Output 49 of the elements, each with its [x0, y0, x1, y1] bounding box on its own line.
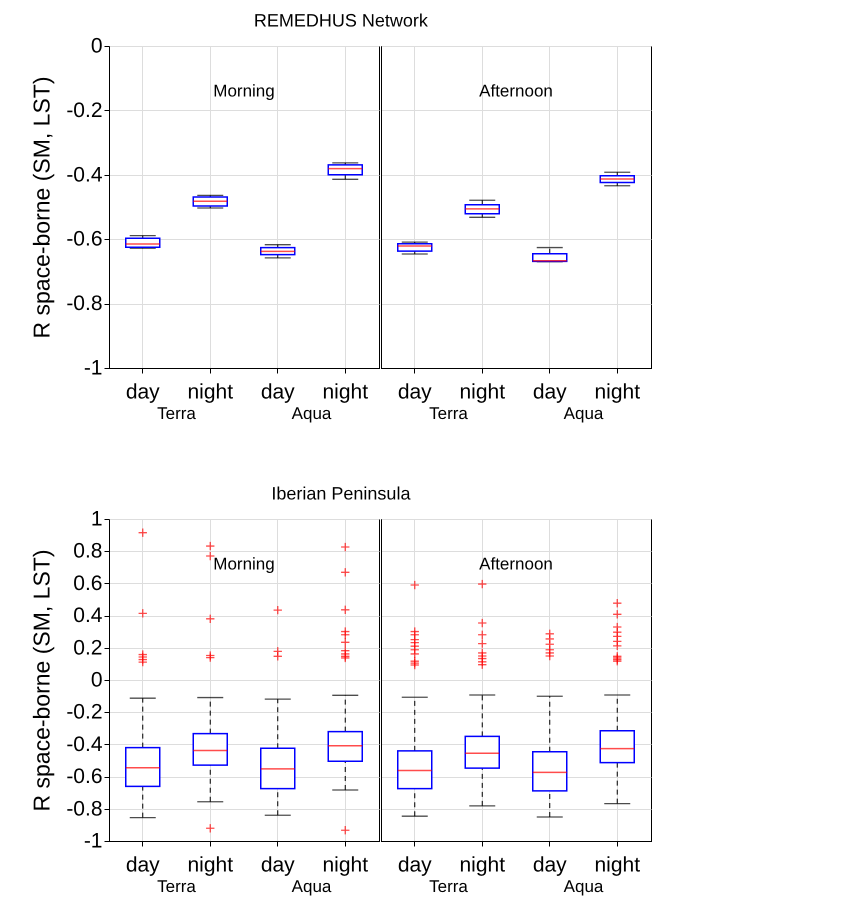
chart-title: REMEDHUS Network	[254, 10, 429, 30]
y-tick-label: -0.4	[66, 163, 103, 186]
y-tick-label: -0.2	[66, 98, 102, 122]
x-tick-label: night	[187, 380, 234, 404]
y-tick-label: -0.4	[66, 732, 103, 756]
x-tick-label: night	[459, 854, 506, 876]
x-tick-label: day	[260, 854, 296, 876]
y-tick-label: -0.2	[66, 700, 102, 724]
chart-title: Iberian Peninsula	[271, 484, 412, 504]
x-tick-label: day	[126, 380, 160, 404]
x-tick-label: day	[398, 854, 432, 876]
y-tick-label: 0.2	[73, 636, 102, 660]
y-tick-label: -1	[84, 356, 102, 380]
x-tick-label: day	[532, 854, 568, 876]
text: Terra	[157, 877, 196, 896]
text: Terra	[157, 404, 196, 423]
x-tick-label: night	[594, 854, 640, 876]
y-tick-label: 0	[90, 34, 102, 58]
x-tick-label: night	[187, 854, 234, 876]
y-tick-label: 0.8	[73, 540, 102, 563]
x-tick-label: night	[322, 380, 368, 404]
x-tick-label: night	[459, 380, 506, 404]
annotation: Morning	[213, 82, 275, 101]
annotation: Afternoon	[479, 554, 553, 574]
y-tick-label: 0	[90, 668, 102, 692]
text: Aqua	[292, 404, 332, 423]
text: Terra	[429, 877, 468, 896]
x-tick-label: day	[398, 380, 432, 404]
y-axis-title: R space-borne (SM, LST)	[28, 549, 54, 812]
y-axis-title: R space-borne (SM, LST)	[28, 76, 54, 339]
x-tick-label: night	[594, 380, 640, 404]
y-tick-label: -0.6	[66, 765, 102, 788]
annotation: Afternoon	[479, 82, 553, 101]
text: Terra	[429, 404, 468, 423]
y-tick-label: 1	[90, 508, 102, 530]
y-tick-label: -0.8	[66, 292, 102, 316]
text: Aqua	[292, 877, 332, 896]
x-tick-label: day	[532, 380, 568, 404]
y-tick-label: -1	[84, 830, 102, 852]
x-tick-label: day	[126, 854, 160, 876]
annotation: Morning	[213, 554, 275, 574]
text: Aqua	[564, 877, 604, 896]
y-tick-label: -0.8	[66, 797, 102, 820]
y-tick-label: -0.6	[66, 228, 102, 251]
x-tick-label: night	[322, 854, 368, 876]
x-tick-label: day	[260, 380, 296, 404]
text: Aqua	[564, 404, 604, 423]
y-tick-label: 0.4	[73, 604, 103, 628]
y-tick-label: 0.6	[73, 572, 102, 595]
